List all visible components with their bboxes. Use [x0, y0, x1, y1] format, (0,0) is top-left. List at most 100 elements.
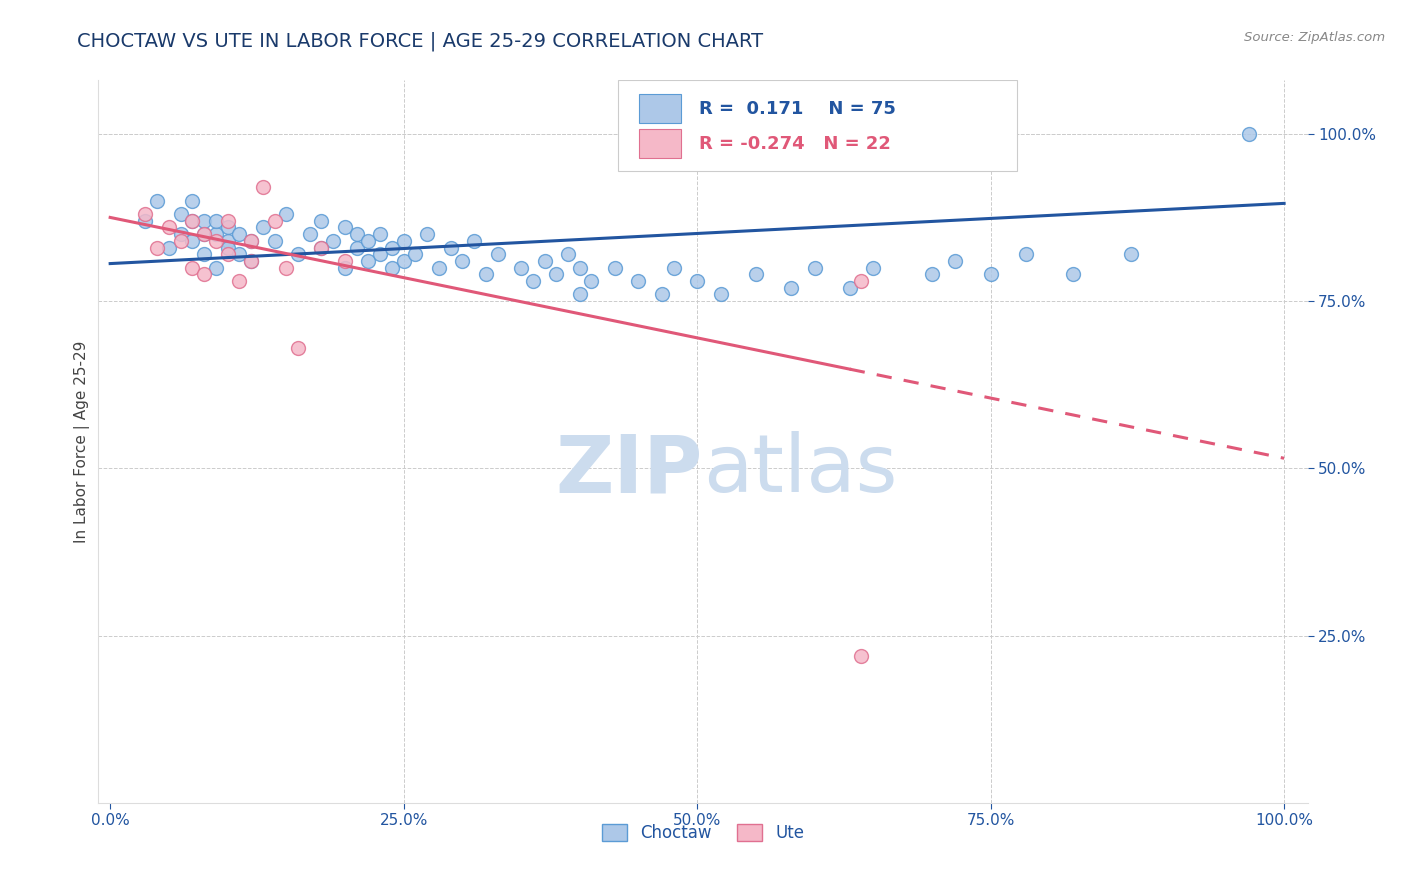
Point — [803, 260, 825, 275]
Point — [217, 241, 239, 255]
Point — [838, 281, 860, 295]
Point — [204, 260, 226, 275]
Point — [181, 260, 204, 275]
Point — [463, 234, 485, 248]
Point — [427, 260, 450, 275]
Point — [368, 247, 391, 261]
Point — [980, 268, 1002, 282]
Point — [193, 247, 215, 261]
Point — [169, 234, 191, 248]
Point — [204, 227, 226, 242]
Point — [263, 214, 285, 228]
Point — [240, 234, 263, 248]
Point — [287, 341, 309, 355]
Point — [333, 260, 356, 275]
Point — [240, 254, 263, 268]
Point — [404, 247, 426, 261]
Point — [276, 207, 298, 221]
Point — [568, 287, 591, 301]
Point — [581, 274, 603, 288]
Point — [333, 220, 356, 235]
Point — [346, 241, 368, 255]
Point — [627, 274, 650, 288]
Point — [451, 254, 474, 268]
Point — [1062, 268, 1084, 282]
Point — [439, 241, 461, 255]
Point — [181, 194, 204, 208]
Point — [134, 207, 156, 221]
Point — [945, 254, 967, 268]
Point — [546, 268, 568, 282]
Point — [193, 214, 215, 228]
Point — [276, 260, 298, 275]
Point — [228, 274, 250, 288]
Point — [921, 268, 943, 282]
Point — [228, 227, 250, 242]
Point — [392, 234, 415, 248]
Point — [263, 234, 285, 248]
Point — [287, 247, 309, 261]
Point — [533, 254, 555, 268]
Point — [204, 234, 226, 248]
Point — [851, 648, 873, 663]
Point — [510, 260, 533, 275]
Point — [193, 268, 215, 282]
Point — [311, 241, 333, 255]
Text: Source: ZipAtlas.com: Source: ZipAtlas.com — [1244, 31, 1385, 45]
Point — [228, 247, 250, 261]
FancyBboxPatch shape — [619, 80, 1018, 170]
Point — [217, 214, 239, 228]
Point — [217, 220, 239, 235]
Point — [157, 241, 180, 255]
Point — [146, 241, 169, 255]
Point — [193, 227, 215, 242]
Point — [181, 214, 204, 228]
Bar — [638, 129, 682, 158]
Point — [416, 227, 439, 242]
Point — [368, 227, 391, 242]
Point — [557, 247, 579, 261]
Point — [851, 274, 873, 288]
Point — [1121, 247, 1143, 261]
Y-axis label: In Labor Force | Age 25-29: In Labor Force | Age 25-29 — [75, 341, 90, 542]
Point — [181, 214, 204, 228]
Point — [381, 241, 404, 255]
Point — [568, 260, 591, 275]
Bar — [638, 95, 682, 123]
Legend: Choctaw, Ute: Choctaw, Ute — [595, 817, 811, 848]
Point — [217, 247, 239, 261]
Point — [603, 260, 626, 275]
Point — [651, 287, 673, 301]
Text: CHOCTAW VS UTE IN LABOR FORCE | AGE 25-29 CORRELATION CHART: CHOCTAW VS UTE IN LABOR FORCE | AGE 25-2… — [77, 31, 763, 51]
Point — [134, 214, 156, 228]
Point — [475, 268, 498, 282]
Point — [157, 220, 180, 235]
Point — [298, 227, 321, 242]
Point — [252, 180, 274, 194]
Text: atlas: atlas — [703, 432, 897, 509]
Point — [240, 234, 263, 248]
Point — [217, 234, 239, 248]
Point — [252, 220, 274, 235]
Point — [311, 241, 333, 255]
Text: R =  0.171    N = 75: R = 0.171 N = 75 — [699, 100, 896, 118]
Point — [204, 214, 226, 228]
Text: ZIP: ZIP — [555, 432, 703, 509]
Point — [169, 227, 191, 242]
Point — [169, 207, 191, 221]
Point — [486, 247, 509, 261]
Point — [322, 234, 344, 248]
Point — [381, 260, 404, 275]
Point — [346, 227, 368, 242]
Point — [181, 234, 204, 248]
Point — [311, 214, 333, 228]
Point — [1015, 247, 1038, 261]
Text: R = -0.274   N = 22: R = -0.274 N = 22 — [699, 135, 891, 153]
Point — [333, 254, 356, 268]
Point — [146, 194, 169, 208]
Point — [686, 274, 709, 288]
Point — [780, 281, 803, 295]
Point — [357, 254, 380, 268]
Point — [193, 227, 215, 242]
Point — [522, 274, 544, 288]
